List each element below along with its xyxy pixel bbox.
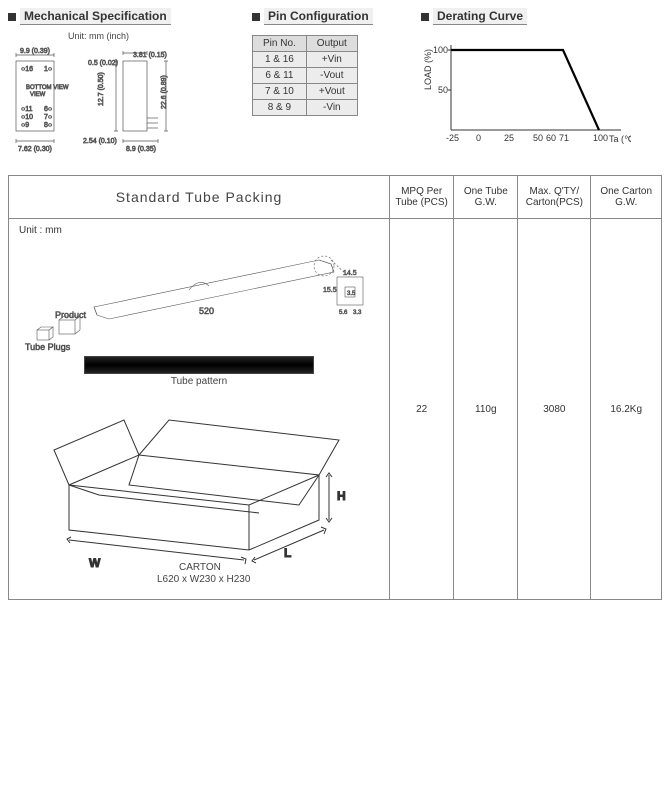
svg-text:0.5 (0.02): 0.5 (0.02) bbox=[88, 60, 118, 67]
col-maxqty: Max. Q'TY/ Carton(PCS) bbox=[518, 176, 591, 219]
svg-text:100: 100 bbox=[433, 45, 448, 55]
svg-text:14.5: 14.5 bbox=[343, 270, 357, 277]
tube-pattern-bar bbox=[84, 356, 314, 374]
mech-unit-label: Unit: mm (inch) bbox=[68, 31, 238, 41]
svg-text:Tube Plugs: Tube Plugs bbox=[25, 342, 71, 352]
packing-table: Standard Tube Packing MPQ Per Tube (PCS)… bbox=[8, 175, 662, 600]
svg-text:W: W bbox=[89, 556, 101, 570]
svg-text:9.9 (0.39): 9.9 (0.39) bbox=[20, 48, 50, 55]
svg-text:○10: ○10 bbox=[21, 114, 33, 121]
carton-drawing: H L W CARTON L620 x W230 x H230 bbox=[29, 395, 369, 585]
svg-text:Product: Product bbox=[55, 310, 87, 320]
svg-text:○11: ○11 bbox=[21, 106, 33, 113]
svg-text:15.5: 15.5 bbox=[323, 287, 337, 294]
tube-drawing: 14.5 15.5 3.5 5.6 3.3 520 Product Tube P… bbox=[19, 242, 379, 352]
svg-text:8.9 (0.35): 8.9 (0.35) bbox=[126, 146, 156, 153]
tube-pattern-label: Tube pattern bbox=[19, 376, 379, 387]
svg-text:1○: 1○ bbox=[44, 66, 52, 73]
pin-cell: 1 & 16 bbox=[253, 52, 307, 68]
svg-text:12.7 (0.50): 12.7 (0.50) bbox=[98, 72, 105, 106]
svg-text:8○: 8○ bbox=[44, 122, 52, 129]
svg-text:-25: -25 bbox=[446, 133, 459, 143]
col-mpq: MPQ Per Tube (PCS) bbox=[390, 176, 454, 219]
val-tube-gw: 110g bbox=[454, 219, 518, 600]
section-title-derate: Derating Curve bbox=[433, 8, 527, 25]
pin-table: Pin No.Output 1 & 16+Vin 6 & 11-Vout 7 &… bbox=[252, 35, 358, 116]
packing-unit-label: Unit : mm bbox=[19, 225, 379, 236]
svg-text:520: 520 bbox=[199, 306, 214, 316]
packing-title: Standard Tube Packing bbox=[116, 189, 283, 205]
pin-th-out: Output bbox=[306, 36, 357, 52]
svg-text:3.5: 3.5 bbox=[347, 291, 356, 297]
col-carton-gw: One Carton G.W. bbox=[591, 176, 662, 219]
pin-cell: 6 & 11 bbox=[253, 68, 307, 84]
section-title-pin: Pin Configuration bbox=[264, 8, 373, 25]
svg-text:7○: 7○ bbox=[44, 114, 52, 121]
pin-cell: +Vout bbox=[306, 84, 357, 100]
svg-text:100: 100 bbox=[593, 133, 608, 143]
pin-cell: -Vin bbox=[306, 100, 357, 116]
pin-cell: +Vin bbox=[306, 52, 357, 68]
col-tube-gw: One Tube G.W. bbox=[454, 176, 518, 219]
pin-th-no: Pin No. bbox=[253, 36, 307, 52]
svg-text:50: 50 bbox=[533, 133, 543, 143]
pin-cell: -Vout bbox=[306, 68, 357, 84]
pin-cell: 8 & 9 bbox=[253, 100, 307, 116]
svg-text:BOTTOM VIEW: BOTTOM VIEW bbox=[26, 85, 69, 91]
svg-text:○9: ○9 bbox=[21, 122, 29, 129]
val-carton-gw: 16.2Kg bbox=[591, 219, 662, 600]
svg-text:6○: 6○ bbox=[44, 106, 52, 113]
svg-text:VIEW: VIEW bbox=[30, 92, 46, 98]
svg-text:L620 x W230 x H230: L620 x W230 x H230 bbox=[157, 574, 251, 585]
svg-text:CARTON: CARTON bbox=[179, 562, 221, 573]
svg-text:Ta (℃): Ta (℃) bbox=[609, 134, 631, 144]
svg-text:LOAD (%): LOAD (%) bbox=[423, 49, 433, 90]
svg-text:60: 60 bbox=[546, 133, 556, 143]
svg-text:50: 50 bbox=[438, 85, 448, 95]
section-title-mech: Mechanical Specification bbox=[20, 8, 171, 25]
svg-text:2.54 (0.10): 2.54 (0.10) bbox=[83, 138, 117, 145]
svg-text:25: 25 bbox=[504, 133, 514, 143]
svg-text:0: 0 bbox=[476, 133, 481, 143]
pin-cell: 7 & 10 bbox=[253, 84, 307, 100]
svg-text:7.62 (0.30): 7.62 (0.30) bbox=[18, 146, 52, 153]
svg-text:○16: ○16 bbox=[21, 66, 33, 73]
svg-text:71: 71 bbox=[559, 133, 569, 143]
derating-chart: 100 50 LOAD (%) -25 0 25 50 60 71 100 Ta… bbox=[421, 35, 631, 150]
val-mpq: 22 bbox=[390, 219, 454, 600]
svg-text:22.6 (0.89): 22.6 (0.89) bbox=[161, 75, 168, 109]
svg-text:5.6: 5.6 bbox=[339, 310, 348, 316]
val-maxqty: 3080 bbox=[518, 219, 591, 600]
svg-text:L: L bbox=[284, 546, 291, 560]
svg-text:H: H bbox=[337, 489, 346, 503]
svg-text:3.3: 3.3 bbox=[353, 310, 362, 316]
mech-drawing: ○161○ ○116○ ○107○ ○98○ BOTTOM VIEW VIEW … bbox=[8, 43, 233, 163]
